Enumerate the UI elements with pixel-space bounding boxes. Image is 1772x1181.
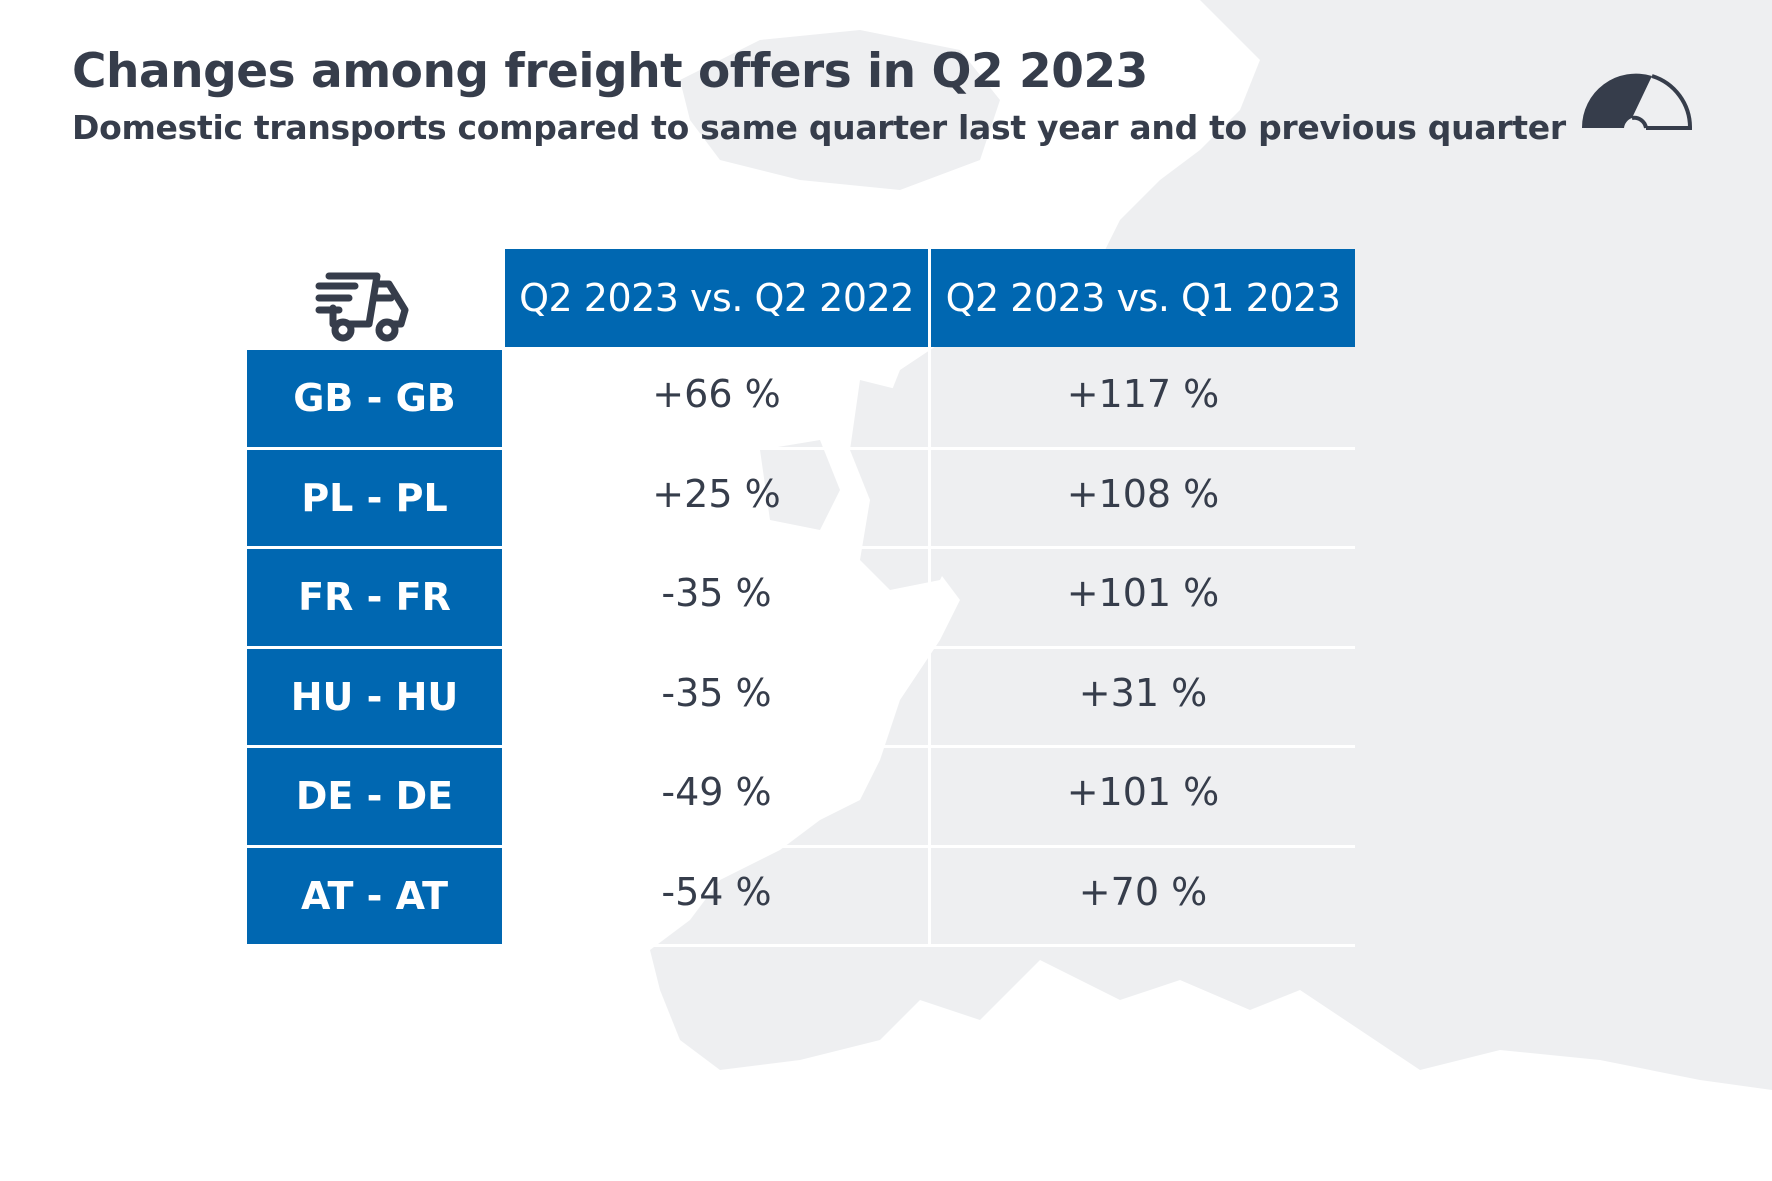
table-cell: +25 % (652, 471, 781, 516)
row-label: FR - FR (247, 549, 502, 646)
chart-title: Changes among freight offers in Q2 2023 (72, 44, 1148, 99)
table-cell: +101 % (1066, 770, 1220, 815)
column-header: Q2 2023 vs. Q1 2023 (931, 249, 1355, 347)
row-label: GB - GB (247, 350, 502, 447)
row-label: DE - DE (247, 748, 502, 845)
table-cell: +70 % (1078, 869, 1208, 914)
row-label: PL - PL (247, 449, 502, 546)
chart-subtitle: Domestic transports compared to same qua… (72, 108, 1566, 147)
table-cell: +101 % (1066, 571, 1220, 616)
row-label: AT - AT (247, 847, 502, 944)
table-cell: -54 % (661, 869, 772, 914)
row-label: HU - HU (247, 648, 502, 745)
column-header: Q2 2023 vs. Q2 2022 (505, 249, 928, 347)
table-cell: +66 % (652, 372, 781, 417)
table-cell: +117 % (1066, 372, 1220, 417)
table-cell: -35 % (661, 571, 772, 616)
table-cell: +108 % (1066, 471, 1220, 516)
table-cell: +31 % (1078, 670, 1208, 715)
gauge-icon (1581, 73, 1692, 130)
table-cell: -49 % (661, 770, 772, 815)
table-cell: -35 % (661, 670, 772, 715)
truck-icon (315, 272, 409, 342)
column-divider (928, 347, 931, 947)
